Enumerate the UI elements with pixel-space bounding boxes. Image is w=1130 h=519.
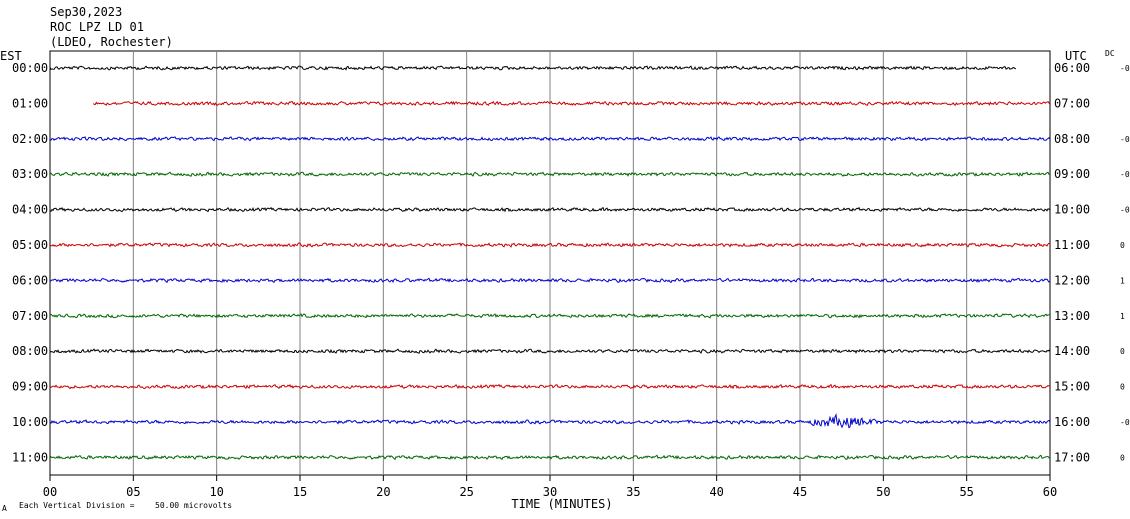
est-label-0500: 05:00 [12, 238, 48, 252]
utc-label-0700: 07:00 [1054, 96, 1090, 110]
dc-value-1000: -0 [1120, 418, 1130, 427]
dc-value-0700: 1 [1120, 312, 1125, 321]
est-label-0000: 00:00 [12, 61, 48, 75]
utc-label-0900: 09:00 [1054, 167, 1090, 181]
footer-scale-value: 50.00 microvolts [155, 501, 232, 510]
dc-label: DC [1105, 49, 1115, 58]
est-label-1000: 10:00 [12, 415, 48, 429]
x-tick-label-00: 00 [43, 485, 57, 499]
dc-value-0600: 1 [1120, 276, 1125, 285]
utc-label-1400: 14:00 [1054, 344, 1090, 358]
utc-hour-labels: 06:00 07:00 08:00 09:00 10:00 11:00 12:00 13:00… [1054, 61, 1090, 464]
x-tick-label-05: 05 [126, 485, 140, 499]
time-grid [49, 50, 1051, 481]
utc-label-1700: 17:00 [1054, 450, 1090, 464]
x-tick-label-55: 55 [959, 485, 973, 499]
header-station: ROC LPZ LD 01 [50, 20, 144, 34]
trace-0500 [49, 242, 1051, 248]
x-tick-label-10: 10 [209, 485, 223, 499]
est-label-0300: 03:00 [12, 167, 48, 181]
trace-0600 [49, 277, 1051, 284]
utc-label-1200: 12:00 [1054, 273, 1090, 287]
est-label-0700: 07:00 [12, 309, 48, 323]
trace-0100 [92, 100, 1050, 107]
x-tick-label-40: 40 [709, 485, 723, 499]
x-tick-label-45: 45 [793, 485, 807, 499]
trace-0300 [49, 171, 1051, 177]
dc-value-1100: 0 [1120, 453, 1125, 462]
est-label-0400: 04:00 [12, 203, 48, 217]
header-network: (LDEO, Rochester) [50, 35, 173, 49]
x-tick-label-25: 25 [459, 485, 473, 499]
est-hour-labels: 00:00 01:00 02:00 03:00 04:00 05:00 06:00 07:00… [12, 61, 48, 464]
utc-label-0800: 08:00 [1054, 132, 1090, 146]
trace-0200 [49, 136, 1051, 142]
dc-value-0500: 0 [1120, 241, 1125, 250]
utc-label-0600: 06:00 [1054, 61, 1090, 75]
x-axis-label: TIME (MINUTES) [511, 497, 612, 511]
seismic-traces [49, 65, 1051, 461]
utc-label-1000: 10:00 [1054, 203, 1090, 217]
trace-0700 [49, 313, 1050, 319]
x-tick-label-30: 30 [543, 485, 557, 499]
trace-0000 [49, 65, 1017, 71]
est-label-0900: 09:00 [12, 380, 48, 394]
trace-0800 [49, 348, 1051, 354]
trace-0900 [49, 383, 1051, 390]
utc-label-1300: 13:00 [1054, 309, 1090, 323]
x-tick-label-35: 35 [626, 485, 640, 499]
header-date: Sep30,2023 [50, 5, 122, 19]
dc-value-0900: 0 [1120, 383, 1125, 392]
utc-label-1500: 15:00 [1054, 380, 1090, 394]
utc-label-1100: 11:00 [1054, 238, 1090, 252]
est-label-0600: 06:00 [12, 273, 48, 287]
footer-scale-note: Each Vertical Division = [19, 501, 135, 510]
est-label-0100: 01:00 [12, 96, 48, 110]
est-label-0800: 08:00 [12, 344, 48, 358]
dc-value-0300: -0 [1120, 170, 1130, 179]
x-tick-label-60: 60 [1043, 485, 1057, 499]
est-label-1100: 11:00 [12, 450, 48, 464]
dc-value-0000: -0 [1120, 64, 1130, 73]
dc-value-0400: -0 [1120, 206, 1130, 215]
utc-label-1600: 16:00 [1054, 415, 1090, 429]
est-label-0200: 02:00 [12, 132, 48, 146]
x-tick-label-15: 15 [293, 485, 307, 499]
dc-value-0800: 0 [1120, 347, 1125, 356]
trace-1100 [49, 454, 1051, 461]
trace-0400 [49, 206, 1051, 213]
x-axis-tick-labels: 00 05 10 15 20 25 30 35 40 45 50 55 60 [43, 485, 1057, 499]
dc-value-0200: -0 [1120, 135, 1130, 144]
x-tick-label-20: 20 [376, 485, 390, 499]
dc-offset-values: -0 -0 -0 -0 0 1 1 0 0 -0 0 [1120, 64, 1130, 462]
footer-symbol: A [2, 504, 7, 513]
trace-1000 [49, 413, 1051, 429]
right-axis-label: UTC [1065, 49, 1087, 63]
x-tick-label-50: 50 [876, 485, 890, 499]
left-axis-label: EST [0, 49, 22, 63]
